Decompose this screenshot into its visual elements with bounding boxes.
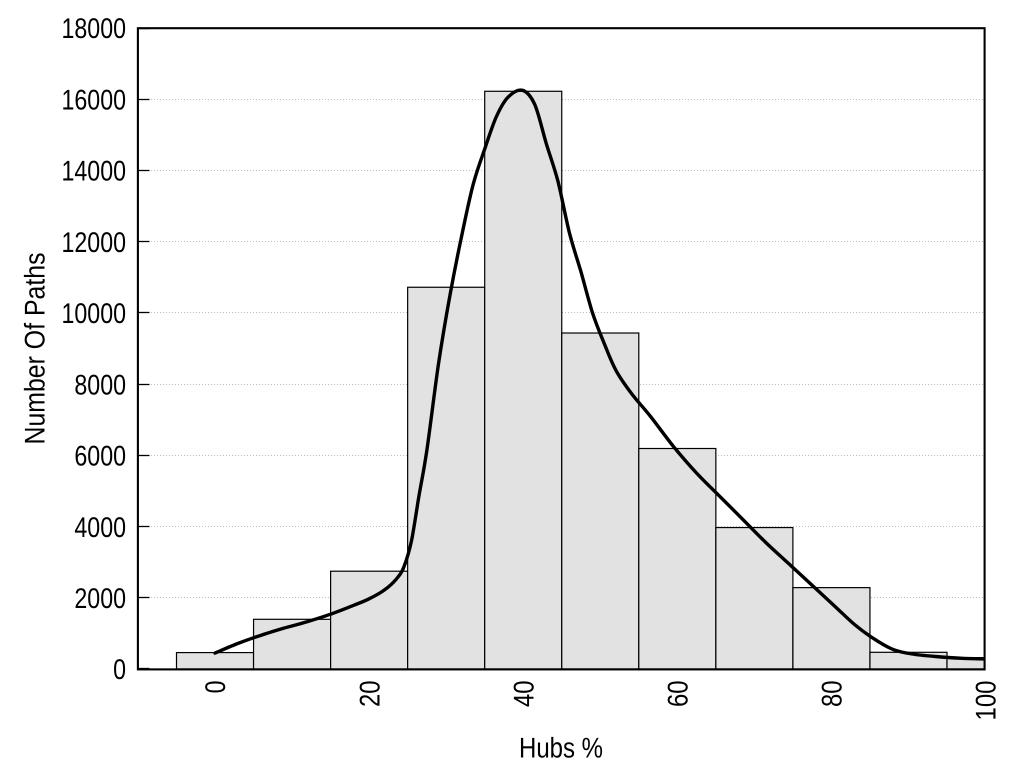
- svg-text:0: 0: [113, 654, 126, 686]
- svg-text:16000: 16000: [62, 84, 127, 116]
- svg-text:Hubs %: Hubs %: [519, 733, 603, 765]
- svg-text:40: 40: [508, 681, 540, 708]
- svg-text:6000: 6000: [74, 441, 126, 473]
- svg-text:Number Of Paths: Number Of Paths: [20, 253, 52, 445]
- svg-text:20: 20: [354, 681, 386, 708]
- svg-text:60: 60: [663, 681, 695, 708]
- svg-text:0: 0: [200, 681, 232, 694]
- svg-text:12000: 12000: [62, 227, 127, 259]
- svg-text:8000: 8000: [74, 369, 126, 401]
- svg-text:4000: 4000: [74, 512, 126, 544]
- svg-text:10000: 10000: [62, 298, 127, 330]
- svg-text:100: 100: [971, 680, 1003, 720]
- svg-text:18000: 18000: [62, 13, 127, 45]
- svg-text:2000: 2000: [74, 583, 126, 615]
- svg-text:14000: 14000: [62, 156, 127, 188]
- svg-text:80: 80: [817, 681, 849, 708]
